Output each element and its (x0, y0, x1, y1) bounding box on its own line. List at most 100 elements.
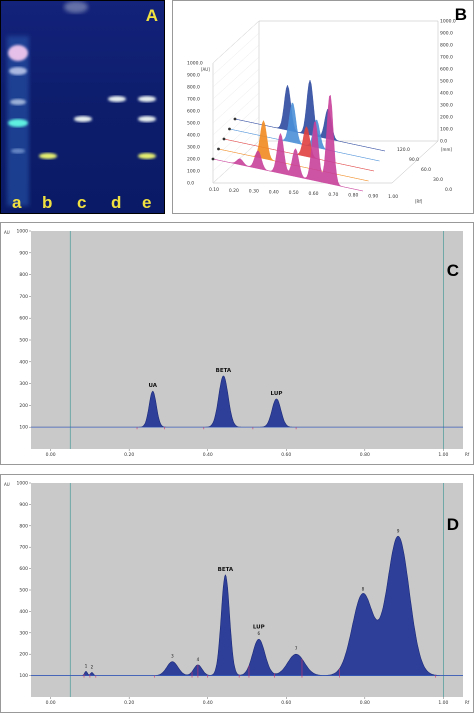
y-axis-label: AU (4, 482, 10, 487)
track-tick-label: 60.0 (421, 167, 431, 173)
left-axis-ticks: 1000.0 900.0 800.0 700.0 600.0 500.0 400.0 300.… (187, 61, 203, 187)
densitogram-trace (212, 94, 364, 192)
y-tick-label: 200 (19, 652, 28, 658)
tlc-plate-image: a b c d e (1, 1, 164, 213)
y-tick-label: 800 (19, 523, 28, 529)
track-tick-label: 30.0 (433, 177, 443, 183)
panel-a-label: A (145, 6, 158, 25)
panel-d-label: D (446, 515, 459, 534)
box-grid (212, 20, 260, 184)
peak-label: LUP (253, 625, 265, 631)
right-axis-ticks: 1000.0 900.0 800.0 700.0 600.0 500.0 400.0 300.… (440, 19, 456, 145)
right-tick-label: 0.0 (440, 139, 447, 145)
y-tick-label: 700 (19, 294, 28, 300)
rf-axis-ticks: 0.10 0.20 0.30 0.40 0.50 0.60 0.70 0.80 0.90 1.00 (209, 187, 398, 200)
rf-tick-label: 0.20 (229, 188, 239, 194)
densitogram-trace (234, 79, 386, 152)
rf-tick-label: 0.80 (348, 193, 358, 199)
right-tick-label: 800.0 (440, 43, 453, 49)
lane-label-e: e (142, 193, 151, 212)
panel-b-label: B (454, 5, 467, 24)
y-tick-label: 300 (19, 381, 28, 387)
y-tick-label: 400 (19, 609, 28, 615)
y-tick-label: 900 (19, 502, 28, 508)
x-tick-label: 1.00 (438, 700, 448, 706)
peak-label: 3 (171, 654, 174, 659)
y-tick-label: 300 (19, 630, 28, 636)
peak-label: 2 (91, 664, 94, 669)
y-tick-label: 500 (19, 338, 28, 344)
rf-unit-label: [Rf] (415, 199, 423, 204)
y-unit-label: [AU] (201, 67, 210, 72)
y-tick-label: 1000 (17, 229, 29, 235)
peak-label: 1 (85, 663, 88, 668)
peak-label: 4 (197, 657, 200, 662)
x-tick-label: 0.00 (46, 700, 56, 706)
x-tick-label: 0.20 (124, 452, 134, 458)
chromatogram-c: 1000 900 800 700 600 500 400 300 200 100 AU 0.00 0.2… (4, 229, 470, 459)
peak-label: 8 (362, 586, 365, 591)
y-tick-label: 600 (19, 316, 28, 322)
left-tick-label: 300.0 (187, 145, 200, 151)
densitogram-trace (223, 126, 375, 172)
tlc-plate-panel: a b c d e A (0, 0, 165, 214)
rf-tick-label: 0.40 (269, 189, 279, 195)
left-tick-label: 500.0 (187, 121, 200, 127)
densitogram-traces (211, 79, 386, 192)
track-unit-label: [mm] (441, 147, 452, 152)
y-tick-label: 100 (19, 425, 28, 431)
densitogram-3d-panel: 1000.0 900.0 800.0 700.0 600.0 500.0 400.0 300.… (172, 0, 474, 214)
peak-label: UA (148, 383, 157, 389)
x-tick-label: 0.40 (203, 452, 213, 458)
y-tick-label: 600 (19, 566, 28, 572)
y-tick-label: 1000 (17, 481, 29, 487)
right-tick-label: 100.0 (440, 127, 453, 133)
trace-start-dot (228, 127, 231, 131)
peak-label: LUP (271, 391, 283, 397)
chromatogram-d: 1000 900 800 700 600 500 400 300 200 100 AU 0.00 0.2… (4, 481, 470, 707)
right-tick-label: 200.0 (440, 115, 453, 121)
x-tick-label: 0.80 (360, 700, 370, 706)
y-tick-label: 800 (19, 272, 28, 278)
right-tick-label: 600.0 (440, 67, 453, 73)
y-tick-label: 100 (19, 673, 28, 679)
x-axis-label: Rf (465, 700, 470, 705)
panel-c-label: C (446, 261, 459, 280)
rf-tick-label: 1.00 (388, 194, 398, 200)
rf-tick-label: 0.70 (328, 192, 338, 198)
chromatogram-c-panel: 1000 900 800 700 600 500 400 300 200 100 AU 0.00 0.2… (0, 222, 474, 465)
left-tick-label: 1000.0 (187, 61, 203, 67)
x-tick-label: 0.60 (281, 452, 291, 458)
track-tick-label: 90.0 (409, 157, 419, 163)
left-tick-label: 100.0 (187, 169, 200, 175)
right-tick-label: 900.0 (440, 31, 453, 37)
chromatogram-d-panel: 1000 900 800 700 600 500 400 300 200 100 AU 0.00 0.2… (0, 474, 474, 713)
lane-label-b: b (42, 193, 52, 212)
y-tick-label: 500 (19, 588, 28, 594)
right-tick-label: 1000.0 (440, 19, 456, 25)
left-tick-label: 200.0 (187, 157, 200, 163)
right-tick-label: 700.0 (440, 55, 453, 61)
track-tick-label: 120.0 (397, 147, 410, 153)
x-tick-label: 0.20 (124, 700, 134, 706)
x-tick-label: 1.00 (438, 452, 448, 458)
x-tick-label: 0.80 (360, 452, 370, 458)
lane-label-c: c (77, 193, 86, 212)
peak-label: 7 (295, 646, 298, 651)
right-tick-label: 400.0 (440, 91, 453, 97)
track-tick-label: 0.0 (445, 187, 452, 193)
rf-tick-label: 0.10 (209, 187, 219, 193)
rf-tick-label: 0.60 (309, 191, 319, 197)
track-axis-ticks: 120.0 90.060.030.00.0 (397, 147, 452, 193)
peak-label: BETA (216, 368, 232, 374)
y-axis-label: AU (4, 230, 10, 235)
peak-label: 9 (397, 529, 400, 534)
left-tick-label: 800.0 (187, 85, 200, 91)
trace-start-dot (211, 157, 215, 161)
lane-label-a: a (12, 193, 22, 212)
y-tick-label: 400 (19, 359, 28, 365)
x-tick-label: 0.40 (203, 700, 213, 706)
peak-label: 6 (258, 631, 261, 636)
trace-start-dot (217, 147, 220, 151)
left-tick-label: 900.0 (187, 73, 200, 79)
